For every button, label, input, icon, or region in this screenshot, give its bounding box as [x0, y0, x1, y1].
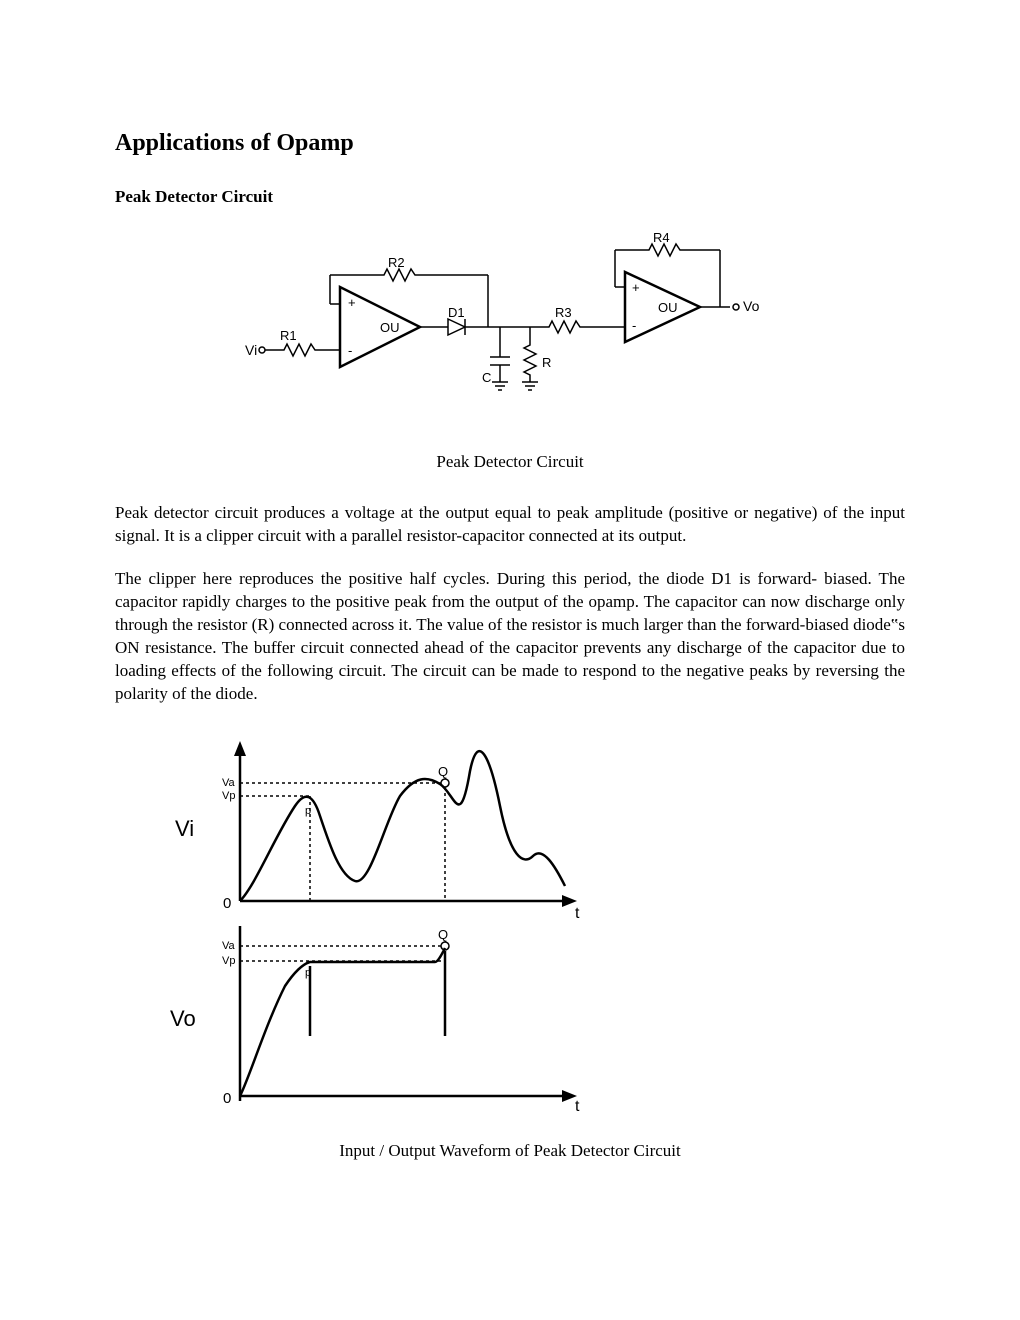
opamp2: + - OU: [625, 272, 730, 342]
svg-text:0: 0: [223, 1090, 231, 1107]
svg-text:D1: D1: [448, 305, 465, 320]
capacitor: C: [482, 327, 510, 390]
svg-text:Vp: Vp: [222, 955, 235, 967]
svg-text:R1: R1: [280, 328, 297, 343]
opamp2-minus: -: [632, 318, 636, 333]
section-heading: Peak Detector Circuit: [115, 187, 905, 207]
svg-text:Vo: Vo: [170, 1006, 196, 1031]
page-title: Applications of Opamp: [115, 130, 905, 157]
opamp2-plus: +: [632, 280, 640, 295]
opamp1-out-label: OU: [380, 320, 400, 335]
svg-text:t: t: [575, 905, 580, 922]
svg-text:R2: R2: [388, 255, 405, 270]
r1: R1: [280, 328, 340, 356]
svg-text:Vo: Vo: [743, 298, 760, 314]
svg-text:Q: Q: [438, 764, 448, 779]
waveform-diagram: t 0 Vi Va Vp p Q: [115, 736, 905, 1116]
svg-text:0: 0: [223, 895, 231, 912]
svg-text:R4: R4: [653, 230, 670, 245]
circuit-caption: Peak Detector Circuit: [115, 452, 905, 472]
svg-text:Q: Q: [438, 927, 448, 942]
svg-text:C: C: [482, 370, 491, 385]
d1-diode: D1: [435, 305, 515, 335]
r3: R3: [515, 305, 625, 333]
circuit-diagram: + - OU Vi R1 R2: [115, 227, 905, 427]
svg-text:R: R: [542, 355, 551, 370]
opamp1-plus: +: [348, 295, 356, 310]
svg-text:Vi: Vi: [175, 816, 194, 841]
svg-text:Vp: Vp: [222, 790, 235, 802]
svg-text:t: t: [575, 1098, 580, 1115]
vi-input: Vi: [245, 342, 280, 358]
svg-text:Vi: Vi: [245, 342, 257, 358]
paragraph-2: The clipper here reproduces the positive…: [115, 568, 905, 706]
opamp1-minus: -: [348, 343, 352, 358]
vi-graph: t 0 Vi Va Vp p Q: [175, 741, 580, 922]
svg-text:p: p: [305, 805, 311, 817]
vo-output: Vo: [733, 298, 760, 314]
svg-text:R3: R3: [555, 305, 572, 320]
opamp2-out-label: OU: [658, 300, 678, 315]
waveform-caption: Input / Output Waveform of Peak Detector…: [115, 1141, 905, 1161]
r-ground: R: [522, 327, 551, 390]
vo-graph: t 0 Vo Va Vp p Q: [170, 926, 580, 1115]
paragraph-1: Peak detector circuit produces a voltage…: [115, 502, 905, 548]
svg-text:Va: Va: [222, 777, 236, 789]
svg-text:Va: Va: [222, 940, 236, 952]
opamp1: + - OU: [340, 287, 435, 367]
